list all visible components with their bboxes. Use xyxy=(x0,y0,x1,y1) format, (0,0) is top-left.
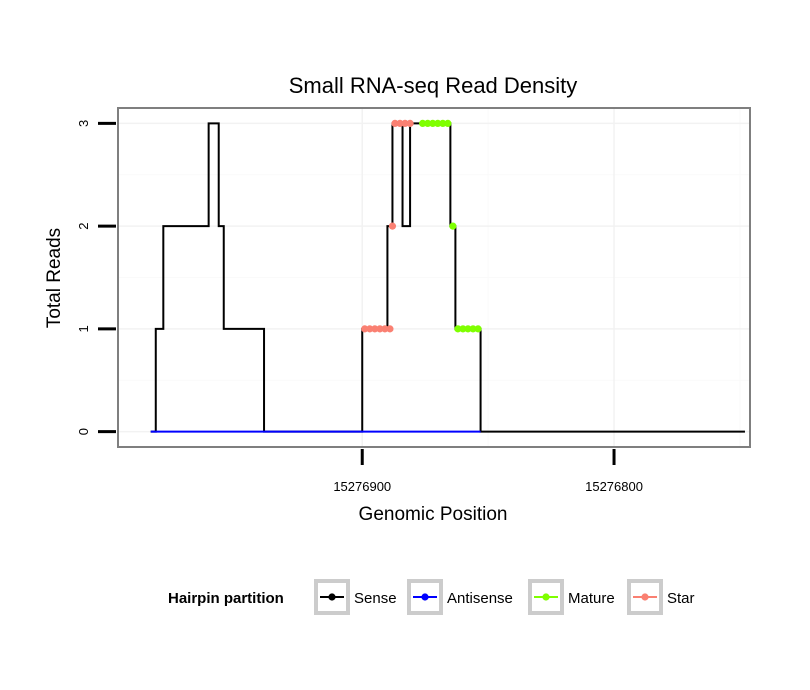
series-layer xyxy=(150,122,745,433)
legend: Hairpin partition Sense Antisense Mature St… xyxy=(168,579,695,615)
mature-point xyxy=(474,325,482,333)
star-point xyxy=(391,119,399,128)
star-point xyxy=(386,325,394,333)
mature-point xyxy=(439,119,447,128)
mature-point xyxy=(459,325,467,333)
y-axis-title: Total Reads xyxy=(44,228,65,328)
legend-key-point xyxy=(328,593,336,601)
star-point xyxy=(376,325,384,333)
mature-point xyxy=(464,325,472,333)
chart-title: Small RNA-seq Read Density xyxy=(289,73,578,98)
legend-label: Mature xyxy=(568,590,615,607)
plot-panel xyxy=(117,107,751,448)
legend-key-point xyxy=(542,593,550,601)
star-point xyxy=(401,119,409,128)
mature-point xyxy=(424,119,432,128)
legend-title: Hairpin partition xyxy=(168,590,284,607)
y-tick-label: 3 xyxy=(76,120,91,127)
x-tick-label: 15276800 xyxy=(585,479,643,494)
mature-point xyxy=(449,222,457,230)
legend-label: Star xyxy=(667,590,695,607)
mature-point xyxy=(454,325,462,333)
mature-point xyxy=(429,119,437,128)
mature-point xyxy=(434,119,442,128)
star-point xyxy=(406,119,414,128)
legend-key-point xyxy=(421,593,429,601)
star-point xyxy=(361,325,369,333)
point-layer xyxy=(361,119,482,333)
star-point xyxy=(371,325,379,333)
x-axis-title: Genomic Position xyxy=(359,504,508,525)
y-tick-label: 0 xyxy=(76,428,91,435)
panel-border xyxy=(117,107,751,448)
star-point xyxy=(388,222,397,230)
x-tick-label: 15276900 xyxy=(333,479,391,494)
y-axis: 0 1 2 3 xyxy=(76,120,116,435)
legend-label: Antisense xyxy=(447,590,513,607)
y-tick-label: 1 xyxy=(76,325,91,332)
x-axis: 15276900 15276800 xyxy=(333,449,643,494)
mature-point xyxy=(469,325,477,333)
mature-point xyxy=(444,119,452,128)
legend-entries: Sense Antisense Mature Star xyxy=(314,579,695,615)
mature-point xyxy=(419,119,427,128)
star-point xyxy=(366,325,374,333)
legend-label: Sense xyxy=(354,590,397,607)
y-tick-label: 2 xyxy=(76,223,91,230)
star-point xyxy=(396,119,404,128)
legend-key-point xyxy=(641,593,649,601)
sense-series-line xyxy=(150,122,745,433)
star-point xyxy=(381,325,389,333)
